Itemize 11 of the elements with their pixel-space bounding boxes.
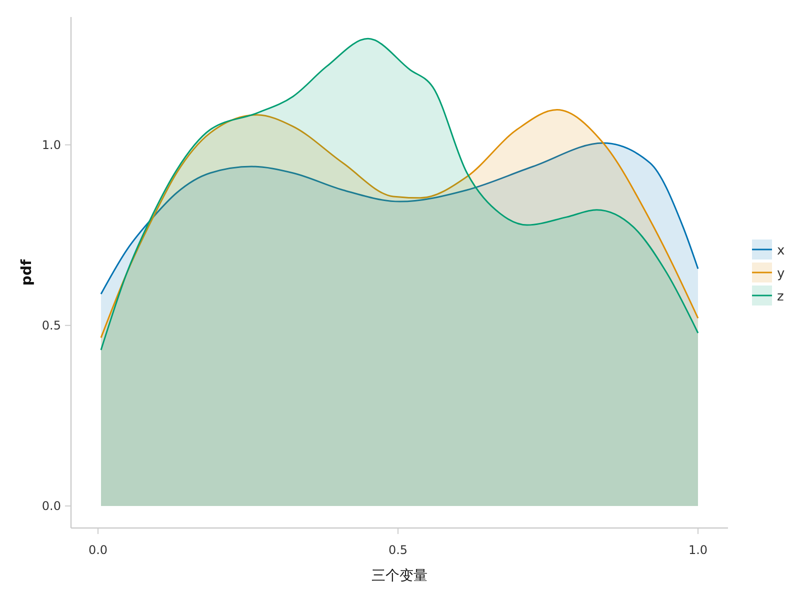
x-tick-label: 1.0 bbox=[688, 543, 708, 557]
x-tick-label: 0.5 bbox=[388, 543, 408, 557]
y-axis-title: pdf bbox=[19, 258, 35, 286]
x-axis-title: 三个变量 bbox=[372, 568, 428, 584]
y-tick-label: 1.0 bbox=[42, 138, 61, 152]
x-tick-label: 0.0 bbox=[88, 543, 108, 557]
legend-label: y bbox=[777, 266, 785, 282]
y-tick-label: 0.0 bbox=[42, 498, 61, 513]
y-tick-label: 0.5 bbox=[42, 318, 61, 332]
legend-label: x bbox=[777, 244, 785, 258]
legend-label: z bbox=[777, 290, 784, 304]
